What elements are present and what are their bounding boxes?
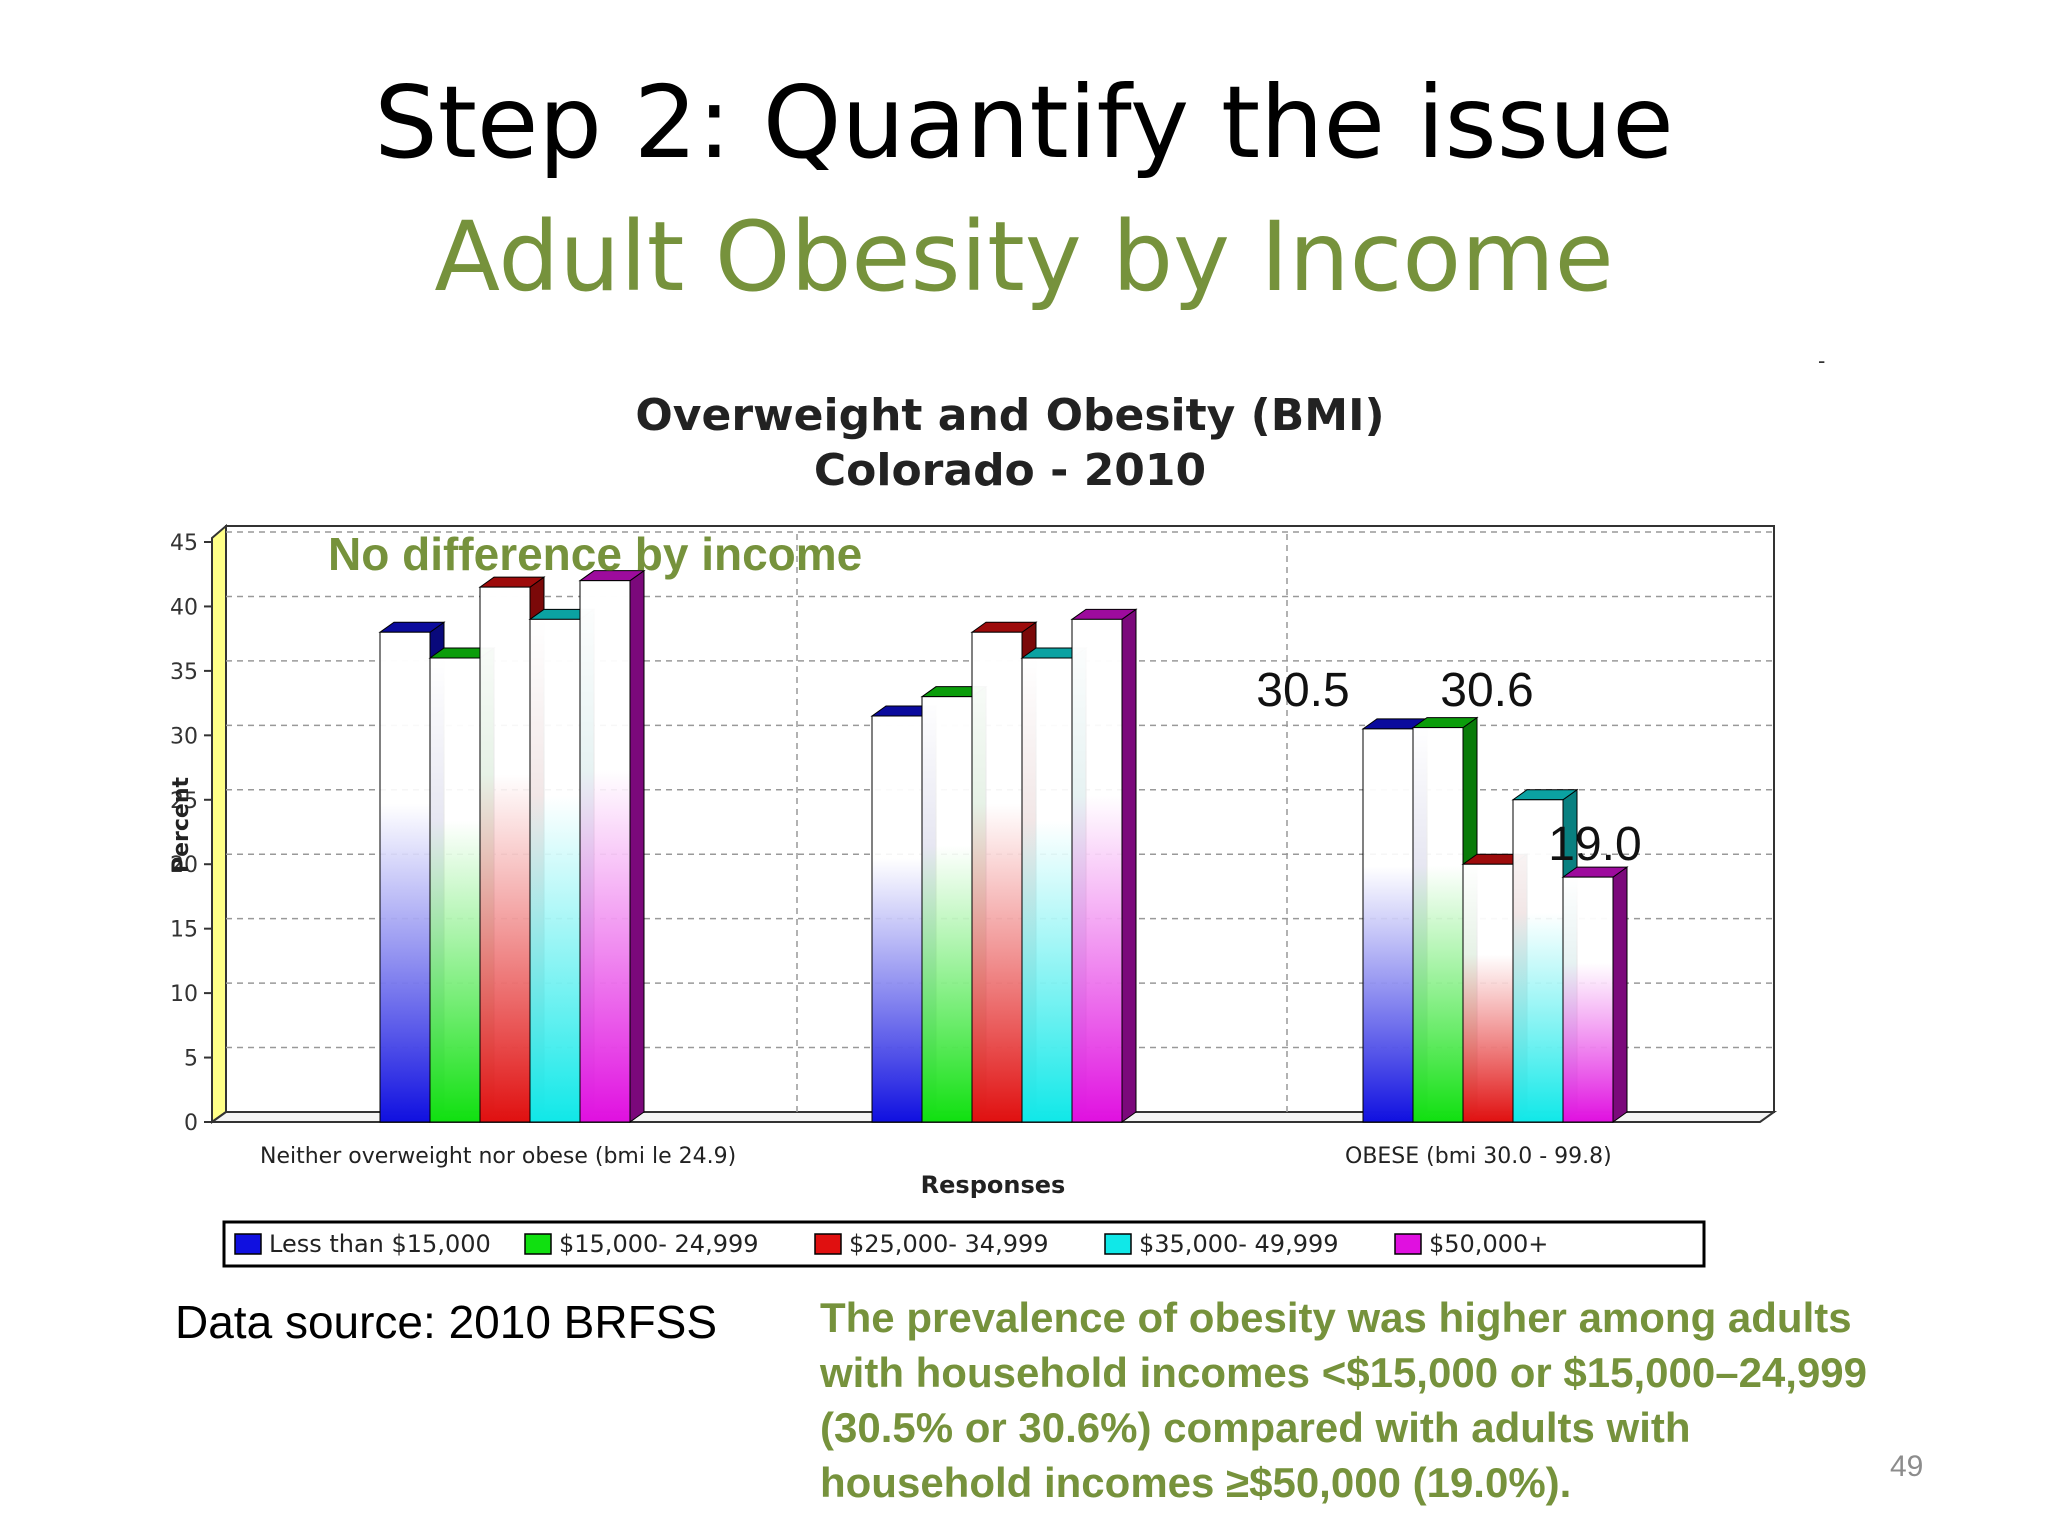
bar <box>1562 876 1614 1123</box>
y-tick-label: 35 <box>170 660 198 685</box>
corner-dash: - <box>1818 348 1826 373</box>
y-tick-label: 0 <box>184 1111 198 1136</box>
x-category-label: OBESE (bmi 30.0 - 99.8) <box>1345 1144 1612 1169</box>
y-tick-label: 15 <box>170 918 198 943</box>
bar <box>429 657 481 1123</box>
y-tick-label: 30 <box>170 724 198 749</box>
bar <box>1071 618 1123 1123</box>
y-tick-label: 40 <box>170 595 198 620</box>
bar-chart: Overweight and Obesity (BMI) Colorado - … <box>169 390 1778 1268</box>
bar <box>871 715 923 1123</box>
bar <box>1462 863 1514 1123</box>
bar <box>479 586 531 1123</box>
slide-subtitle: Adult Obesity by Income <box>434 201 1614 313</box>
annotation-value-19-0: 19.0 <box>1548 818 1641 871</box>
legend-box <box>222 1220 1706 1268</box>
legend-label: Less than $15,000 <box>269 1230 491 1258</box>
bar <box>579 580 631 1123</box>
page-number: 49 <box>1890 1450 1924 1483</box>
legend-swatch <box>1394 1233 1422 1255</box>
bar <box>921 696 973 1123</box>
bar <box>1412 727 1464 1123</box>
legend-label: $50,000+ <box>1429 1230 1548 1258</box>
legend-swatch <box>814 1233 842 1255</box>
bar-side <box>1612 866 1628 1123</box>
bar <box>529 618 581 1123</box>
y-tick-label: 25 <box>170 789 198 814</box>
legend-label: $25,000- 34,999 <box>849 1230 1049 1258</box>
chart-title: Overweight and Obesity (BMI) <box>635 390 1384 441</box>
bar-side <box>1121 608 1137 1123</box>
y-tick-label: 45 <box>170 531 198 556</box>
x-category-label: Neither overweight nor obese (bmi le 24.… <box>260 1144 736 1169</box>
legend-swatch <box>234 1233 262 1255</box>
bar <box>379 631 431 1123</box>
y-tick-label: 10 <box>170 982 198 1007</box>
legend-label: $15,000- 24,999 <box>559 1230 759 1258</box>
bar-side <box>629 569 645 1123</box>
bar <box>1512 799 1564 1123</box>
annotation-value-30-5: 30.5 <box>1256 664 1349 717</box>
legend-swatch <box>524 1233 552 1255</box>
summary-text: The prevalence of obesity was higher amo… <box>820 1294 1868 1506</box>
slide-title: Step 2: Quantify the issue <box>374 64 1674 181</box>
chart-subtitle: Colorado - 2010 <box>814 445 1206 496</box>
bar <box>1021 657 1073 1123</box>
data-source: Data source: 2010 BRFSS <box>175 1296 718 1348</box>
x-axis-label: Responses <box>921 1171 1066 1199</box>
y-axis-label: Percent <box>169 777 194 874</box>
legend-swatch <box>1104 1233 1132 1255</box>
bar <box>1362 728 1414 1123</box>
annotation-value-30-6: 30.6 <box>1440 664 1533 717</box>
plot-left-wall <box>211 523 227 1124</box>
y-tick-label: 5 <box>184 1047 198 1072</box>
legend-label: $35,000- 49,999 <box>1139 1230 1339 1258</box>
y-tick-label: 20 <box>170 853 198 878</box>
bar <box>971 631 1023 1123</box>
annotation-no-difference: No difference by income <box>328 528 862 580</box>
